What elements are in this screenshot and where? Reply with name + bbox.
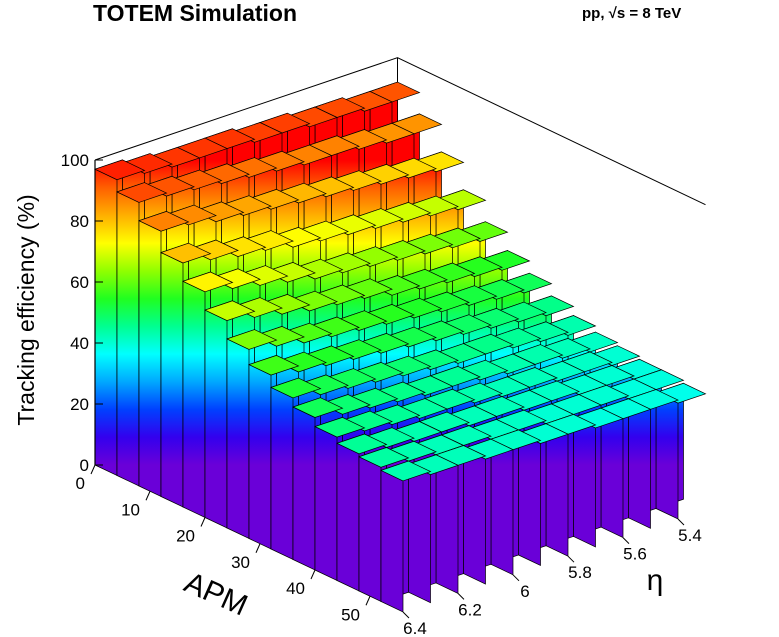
bar-front-face bbox=[518, 432, 541, 567]
bar-front-face bbox=[545, 423, 569, 557]
bar-top-face bbox=[182, 271, 234, 293]
bar-front-face bbox=[248, 364, 272, 550]
bar-top-face bbox=[336, 433, 388, 455]
bar-top-face bbox=[226, 329, 278, 350]
bar bbox=[358, 447, 410, 603]
bar-top-face bbox=[248, 355, 300, 376]
bar bbox=[182, 271, 234, 519]
x-tick-label: 10 bbox=[121, 500, 140, 519]
bar bbox=[270, 377, 322, 561]
bar-front-face bbox=[160, 251, 184, 508]
eta-tick bbox=[567, 555, 575, 563]
lego-bars bbox=[94, 81, 707, 613]
eta-tick bbox=[402, 611, 410, 619]
bar bbox=[572, 407, 624, 548]
chart-title: TOTEM Simulation bbox=[93, 0, 298, 26]
z-axis-title: Tracking efficiency (%) bbox=[13, 194, 39, 425]
tick-labels: 0 20 40 60 80 100 0 10 20 30 40 50 6.4 6.2 6 5.8 5.6 5.4 bbox=[61, 151, 702, 637]
energy-label: pp, √s = 8 TeV bbox=[582, 5, 682, 22]
x-tick bbox=[145, 491, 151, 501]
x-tick bbox=[200, 517, 206, 527]
bar-top-face bbox=[292, 397, 344, 418]
bar-front-face bbox=[116, 191, 140, 487]
bar-top-face bbox=[204, 300, 256, 321]
x-tick bbox=[310, 569, 316, 580]
bar-front-face bbox=[358, 456, 382, 603]
bar bbox=[600, 398, 652, 539]
bar-front-face bbox=[270, 386, 294, 561]
bar-front-face bbox=[600, 407, 624, 539]
bar-front-face bbox=[204, 309, 228, 529]
bar bbox=[138, 210, 190, 498]
bar-front-face bbox=[226, 338, 250, 540]
bar bbox=[248, 354, 300, 550]
bar-front-face bbox=[463, 448, 486, 585]
bar-top-face bbox=[314, 417, 366, 438]
bar-top-face bbox=[160, 242, 212, 264]
eta-tick-label: 5.4 bbox=[678, 526, 702, 545]
y-axis-title: η bbox=[647, 564, 664, 597]
z-tick-label: 40 bbox=[70, 334, 89, 353]
bar bbox=[314, 416, 366, 582]
bar-front-face bbox=[408, 463, 431, 604]
bar-front-face bbox=[138, 220, 162, 498]
bar-front-face bbox=[182, 280, 206, 519]
eta-tick bbox=[622, 537, 630, 544]
z-tick-label: 20 bbox=[70, 395, 89, 414]
bar bbox=[380, 460, 432, 613]
bar bbox=[160, 242, 212, 508]
eta-tick-label: 5.8 bbox=[568, 563, 592, 582]
bar-top-face bbox=[380, 460, 432, 482]
bar bbox=[94, 159, 146, 477]
eta-tick bbox=[677, 518, 685, 526]
z-tick-label: 100 bbox=[61, 151, 89, 170]
bar-front-face bbox=[292, 406, 316, 571]
x-tick-label: 40 bbox=[286, 579, 305, 598]
x-tick bbox=[365, 596, 371, 606]
bar bbox=[292, 397, 344, 571]
bar-front-face bbox=[435, 454, 459, 594]
eta-tick-label: 6.4 bbox=[403, 619, 427, 637]
x-tick-label: 0 bbox=[76, 474, 85, 493]
bar-top-face bbox=[94, 159, 146, 181]
bar bbox=[517, 423, 569, 567]
bar-front-face bbox=[490, 438, 514, 576]
bar bbox=[336, 433, 388, 592]
z-tick-label: 0 bbox=[80, 456, 89, 475]
x-tick bbox=[255, 543, 261, 553]
x-tick-label: 50 bbox=[341, 605, 360, 624]
z-tick-label: 60 bbox=[70, 273, 89, 292]
eta-tick-label: 6 bbox=[520, 582, 529, 601]
bar-top-face bbox=[138, 211, 190, 232]
bar bbox=[116, 182, 168, 487]
x-tick-label: 30 bbox=[231, 553, 250, 572]
x-axis-title: APM bbox=[179, 566, 252, 623]
bar-front-face bbox=[628, 398, 651, 529]
eta-tick bbox=[512, 574, 520, 582]
bar-top-face bbox=[270, 377, 322, 399]
x-tick-label: 20 bbox=[176, 527, 195, 546]
eta-tick-label: 5.6 bbox=[623, 545, 647, 564]
z-tick-label: 80 bbox=[70, 212, 89, 231]
eta-tick bbox=[457, 593, 465, 600]
bar-front-face bbox=[573, 416, 596, 548]
bar-front-face bbox=[336, 442, 360, 592]
bar-front-face bbox=[655, 392, 679, 520]
bar bbox=[627, 389, 679, 529]
x-tick bbox=[90, 464, 96, 475]
bar-front-face bbox=[380, 469, 404, 613]
eta-tick-label: 6.2 bbox=[458, 600, 482, 619]
bar-top-face bbox=[116, 182, 168, 203]
bar bbox=[204, 300, 256, 529]
bar-front-face bbox=[314, 426, 338, 582]
bar-top-face bbox=[358, 447, 410, 468]
bar-front-face bbox=[94, 168, 118, 477]
bar bbox=[226, 329, 278, 540]
